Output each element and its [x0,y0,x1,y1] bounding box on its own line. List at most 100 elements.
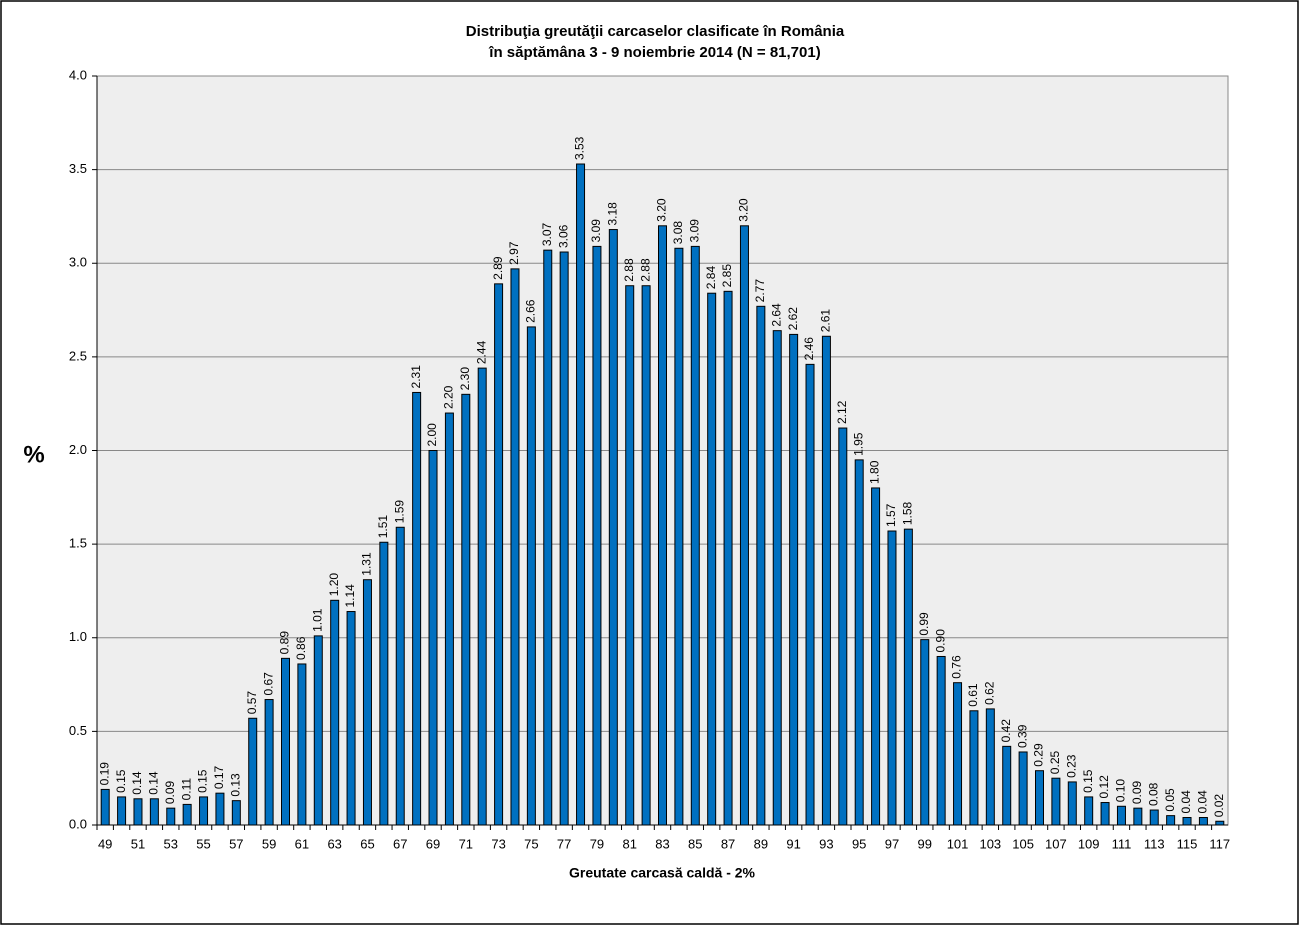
y-tick-label: 4.0 [69,67,87,82]
value-label: 0.76 [950,655,964,679]
value-label: 1.59 [392,500,406,524]
x-axis-label: Greutate carcasă caldă - 2% [569,865,756,881]
value-label: 0.02 [1212,794,1226,818]
x-tick-label: 77 [557,836,571,851]
value-label: 2.85 [720,264,734,288]
bar [953,682,963,826]
value-label: 2.62 [786,307,800,331]
bar [395,526,405,826]
bar [477,367,487,826]
value-label: 0.25 [1048,751,1062,775]
bar [903,528,913,826]
value-label: 2.66 [524,299,538,323]
y-tick-label: 0.0 [69,816,87,831]
x-tick-label: 89 [754,836,768,851]
bar [608,229,618,826]
value-label: 2.84 [704,266,718,290]
bar [1198,817,1208,826]
value-label: 0.19 [97,762,111,786]
value-label: 0.14 [147,771,161,795]
bar [1067,781,1077,826]
x-tick-label: 107 [1045,836,1067,851]
value-label: 0.11 [179,778,193,801]
bar [1084,796,1094,826]
bar [510,268,520,826]
value-label: 0.62 [982,681,996,705]
chart-title: în săptămâna 3 - 9 noiembrie 2014 (N = 8… [488,44,820,61]
bar [248,717,258,826]
value-label: 0.15 [196,769,210,793]
value-label: 2.44 [474,340,488,364]
bar [1133,807,1143,826]
y-tick-label: 0.5 [69,723,87,738]
bar [313,635,323,826]
bar [1002,745,1012,826]
x-tick-label: 95 [852,836,866,851]
bar [526,326,536,826]
bar [1215,820,1225,826]
bar [658,225,667,826]
bar [854,459,864,826]
value-label: 3.20 [655,198,669,222]
value-label: 2.88 [622,258,636,282]
value-label: 2.12 [835,400,849,424]
bar [641,285,651,826]
value-label: 1.14 [343,584,357,608]
x-tick-label: 87 [721,836,735,851]
bar [149,798,159,826]
value-label: 0.61 [966,683,980,707]
x-tick-label: 69 [426,836,440,851]
value-label: 0.99 [917,612,931,636]
bar [805,363,815,826]
x-tick-label: 99 [918,836,932,851]
x-tick-label: 73 [491,836,505,851]
x-tick-label: 49 [98,836,112,851]
x-tick-label: 63 [327,836,341,851]
value-label: 2.61 [819,309,833,333]
value-label: 1.80 [868,460,882,484]
value-label: 2.20 [442,385,456,409]
bar [461,393,471,826]
x-tick-label: 115 [1177,836,1198,851]
bar [936,655,946,826]
x-tick-label: 85 [688,836,702,851]
bar [871,487,881,826]
bar [182,803,192,826]
x-tick-label: 65 [360,836,374,851]
value-label: 1.01 [310,608,324,632]
x-tick-label: 113 [1144,836,1165,851]
value-label: 0.08 [1146,782,1160,806]
x-tick-label: 75 [524,836,538,851]
bar [379,541,389,826]
x-tick-label: 61 [295,836,309,851]
value-label: 0.57 [245,691,259,715]
bar [969,710,979,826]
bar [264,699,274,826]
y-tick-label: 2.0 [69,442,87,457]
y-tick-label: 3.0 [69,255,87,270]
value-label: 0.90 [933,629,947,653]
bar [739,225,749,826]
value-label: 0.39 [1015,724,1029,748]
x-tick-label: 57 [229,836,243,851]
value-label: 0.67 [261,672,275,696]
bar [1166,815,1176,826]
bar [690,245,700,826]
x-tick-label: 83 [655,836,669,851]
x-tick-label: 67 [393,836,407,851]
x-tick-label: 71 [459,836,473,851]
bar [346,611,356,826]
bar [576,163,586,826]
value-label: 0.10 [1114,779,1128,803]
value-label: 3.09 [589,219,603,243]
bar [133,798,143,826]
value-label: 0.13 [228,773,242,797]
value-label: 2.97 [507,241,521,265]
value-label: 2.64 [769,303,783,327]
bar [592,245,602,826]
value-label: 2.46 [802,337,816,361]
value-label: 0.05 [1163,788,1177,812]
bar [707,292,717,826]
y-tick-label: 1.5 [69,536,87,551]
